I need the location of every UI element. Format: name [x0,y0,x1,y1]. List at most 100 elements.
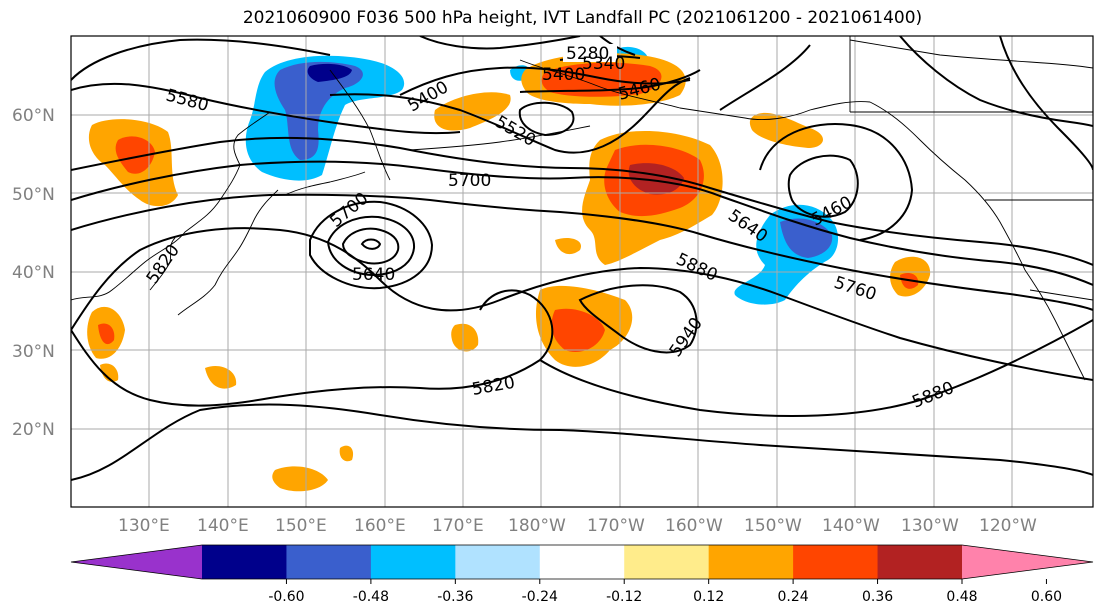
colorbar-segment [202,545,287,579]
contour-gulf-low [787,154,859,218]
map-layer [71,36,1093,507]
contour-5880-east [539,319,1093,417]
contour-low-mid [326,215,416,277]
colorbar: -0.60 -0.48 -0.36 -0.24 -0.12 0.12 0.24 0.36 0.4… [70,544,1094,601]
lat-label: 50°N [12,185,55,205]
contour-5640 [71,136,1093,266]
contour-5760 [71,193,1093,311]
map-frame [70,35,1094,508]
gridlines [71,36,1093,507]
lon-label: 170°E [432,516,484,536]
contour-alaska [719,44,811,111]
lat-label: 30°N [12,342,55,362]
contour-label: 5640 [352,265,395,285]
lat-label: 60°N [12,106,55,126]
colorbar-segment [624,545,710,579]
coastline-kuril [284,171,366,196]
lon-label: 130°W [901,516,959,536]
contour-nw-top [71,38,331,81]
colorbar-segment [455,545,541,579]
colorbar-tick-label: -0.48 [353,589,389,601]
contour-5520-arc [329,77,691,154]
ivt-positive-patch-small-1 [451,323,479,352]
coastline-kamchatka [329,69,391,181]
contour-label: 5280 [566,44,609,64]
contour-5700-a [71,160,1093,286]
contour-low-inner [341,227,400,265]
contour-5400 [399,66,691,96]
longitude-labels: 130°E 140°E 150°E 160°E 170°E 180°W 170°… [118,516,1037,536]
colorbar-tick-label: 0.60 [1031,589,1062,601]
coastline-japan [177,189,279,316]
ivt-positive-patch-s2 [272,466,328,492]
ivt-negative-patch-core2 [307,63,352,82]
lon-label: 160°W [665,516,723,536]
ivt-positive-patch-aleutian [434,92,511,131]
lat-label: 40°N [12,263,55,283]
contour-label: 5340 [582,54,625,74]
border-us-mexico [1029,289,1093,301]
contour-ne2 [999,36,1093,171]
coastline-north-america [869,101,1086,381]
colorbar-tick-label: -0.12 [606,589,642,601]
colorbar-segment [877,545,963,579]
colorbar-extend-high [962,545,1093,579]
ivt-positive-patch-nw-core [115,136,155,174]
contour-5460 [519,69,701,93]
colorbar-tick-label: -0.60 [268,589,304,601]
contour-label: 5700 [448,171,491,191]
latitude-labels: 20°N 30°N 40°N 50°N 60°N [12,106,55,440]
contour-5880 [71,289,554,407]
ivt-negative-patch-core [274,61,363,160]
colorbar-segment [793,545,879,579]
contour-5940 [578,284,698,354]
lon-label: 140°W [822,516,880,536]
contour-low-core [360,238,382,250]
colorbar-tick-label: 0.12 [693,589,724,601]
coastline-arctic [849,39,1093,69]
lon-label: 160°E [354,516,406,536]
contour-low-outer [309,200,434,290]
lon-label: 150°W [744,516,802,536]
contour-bering-low [518,101,575,137]
lon-label: 150°E [275,516,327,536]
ivt-positive-patch-s3 [339,445,354,462]
contour-north [419,36,581,50]
contour-label-box [563,44,617,62]
lon-label: 140°E [197,516,249,536]
lat-label: 20°N [12,420,55,440]
contour-ne [899,36,1093,127]
contour-5580 [71,82,461,135]
coastline-korea [149,237,176,291]
colorbar-tick-label: -0.36 [437,589,473,601]
colorbar-segment [539,545,625,579]
colorbar-segment [286,545,372,579]
colorbar-outline [70,544,1094,580]
contour-label: 5400 [542,65,585,85]
coastline-asia [71,111,271,301]
contour-5820 [71,227,1093,381]
lon-label: 180°W [508,516,566,536]
ivt-positive-patch-s4 [100,363,119,382]
colorbar-tick-label: 0.48 [946,589,977,601]
height-contours [71,36,1093,481]
lon-label: 130°E [118,516,170,536]
colorbar-tick-label: -0.24 [522,589,558,601]
lon-label: 170°W [587,516,645,536]
colorbar-tick-label: 0.24 [778,589,809,601]
ivt-positive-patch-small-2 [555,238,581,255]
contour-gulf-outer [759,123,914,241]
ivt-positive-patch-gulf-inner [628,163,684,195]
coastline-alaska [519,59,871,120]
ivt-positive-patch-mid-core [551,308,605,352]
ivt-positive-patch-alaska [749,112,823,148]
ivt-positive-patch-japan-core [98,323,115,345]
colorbar-tick-label: 0.36 [862,589,893,601]
map-title: 2021060900 F036 500 hPa height, IVT Land… [242,8,923,28]
colorbar-segment [370,545,456,579]
colorbar-segment [708,545,794,579]
lon-label: 120°W [979,516,1037,536]
colorbar-extend-low [71,545,202,579]
contour-5820-south [71,403,1093,481]
